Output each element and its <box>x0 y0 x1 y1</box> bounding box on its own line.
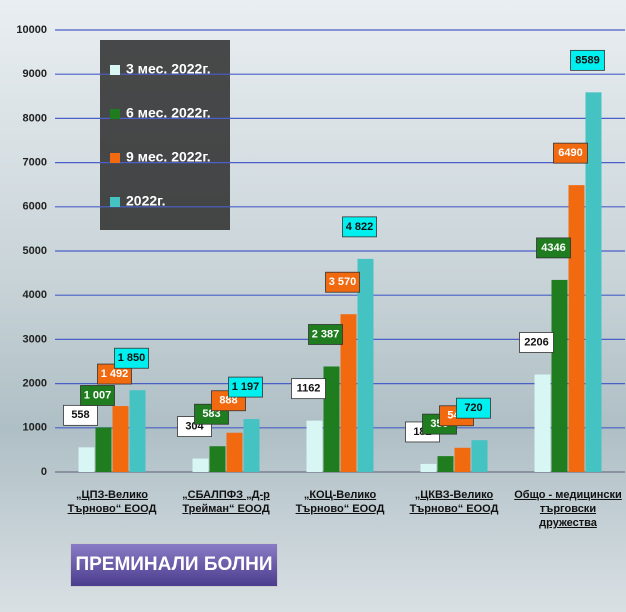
x-tick-label: Общо - медицински търговски дружества <box>514 489 622 529</box>
legend-label: 3 мес. 2022г. <box>126 61 211 77</box>
value-label-box <box>308 324 343 345</box>
value-label: 2 387 <box>312 328 340 340</box>
value-label: 8589 <box>575 54 599 66</box>
legend-label: 6 мес. 2022г. <box>126 105 211 121</box>
value-label-box <box>570 49 605 71</box>
bar <box>226 432 243 472</box>
y-tick-label: 7000 <box>23 157 47 169</box>
value-label: 720 <box>464 402 482 414</box>
bar <box>471 440 488 472</box>
y-tick-label: 10000 <box>16 24 47 36</box>
legend-swatch <box>110 153 120 163</box>
value-label-box <box>519 332 554 353</box>
y-tick-label: 3000 <box>23 333 47 345</box>
value-label: 6490 <box>558 147 582 159</box>
value-label-box <box>536 237 571 259</box>
value-label-box <box>325 271 360 293</box>
bar <box>420 463 437 472</box>
y-tick-label: 4000 <box>23 289 47 301</box>
bar <box>551 279 568 472</box>
chart-title: ПРЕМИНАЛИ БОЛНИ <box>70 543 278 587</box>
value-label: 4 822 <box>346 221 374 233</box>
y-tick-label: 0 <box>41 466 47 478</box>
bar <box>243 419 260 472</box>
bar <box>454 447 471 472</box>
legend-swatch <box>110 197 120 207</box>
x-tick-label: „ЦКВЗ-Велико Търново“ ЕООД <box>409 489 499 515</box>
y-tick-label: 8000 <box>23 112 47 124</box>
bar <box>112 406 129 472</box>
bar <box>323 366 340 472</box>
bar <box>437 456 454 472</box>
legend-label: 9 мес. 2022г. <box>126 149 211 165</box>
value-label-box <box>114 347 149 369</box>
bar <box>129 390 146 472</box>
legend-swatch <box>110 65 120 75</box>
y-tick-label: 1000 <box>23 422 47 434</box>
y-tick-label: 2000 <box>23 378 47 390</box>
value-label: 1 007 <box>84 389 112 401</box>
bar <box>95 427 112 472</box>
value-label-box <box>342 216 377 238</box>
y-tick-label: 9000 <box>23 68 47 80</box>
value-label: 1 492 <box>101 368 129 380</box>
value-label-box <box>80 385 115 406</box>
bar <box>340 314 357 472</box>
bar <box>306 420 323 472</box>
value-label: 3 570 <box>329 276 357 288</box>
value-label-box <box>291 378 326 400</box>
bar <box>209 446 226 472</box>
x-tick-label: „КОЦ-Велико Търново“ ЕООД <box>295 489 385 515</box>
y-tick-label: 6000 <box>23 201 47 213</box>
x-tick-label: „СБАЛПФЗ „Д-р Трейман“ ЕООД <box>182 489 270 515</box>
value-label-box <box>228 376 263 398</box>
bar <box>568 185 585 472</box>
bar <box>357 258 374 472</box>
value-label: 2206 <box>524 336 548 348</box>
legend-swatch <box>110 109 120 119</box>
bar <box>192 458 209 472</box>
legend-box <box>100 40 230 230</box>
value-label: 888 <box>219 395 237 407</box>
value-label: 1 850 <box>118 352 146 364</box>
x-tick-label: „ЦПЗ-Велико Търново“ ЕООД <box>67 489 157 515</box>
value-label: 1162 <box>297 383 321 395</box>
value-label: 4346 <box>541 242 565 254</box>
y-tick-label: 5000 <box>23 245 47 257</box>
value-label: 558 <box>71 409 89 421</box>
value-label-box <box>553 142 588 164</box>
legend-label: 2022г. <box>126 193 165 209</box>
bar <box>78 447 95 472</box>
value-label-box <box>456 397 491 419</box>
value-label: 1 197 <box>232 381 260 393</box>
bar <box>585 92 602 472</box>
bar <box>534 374 551 472</box>
